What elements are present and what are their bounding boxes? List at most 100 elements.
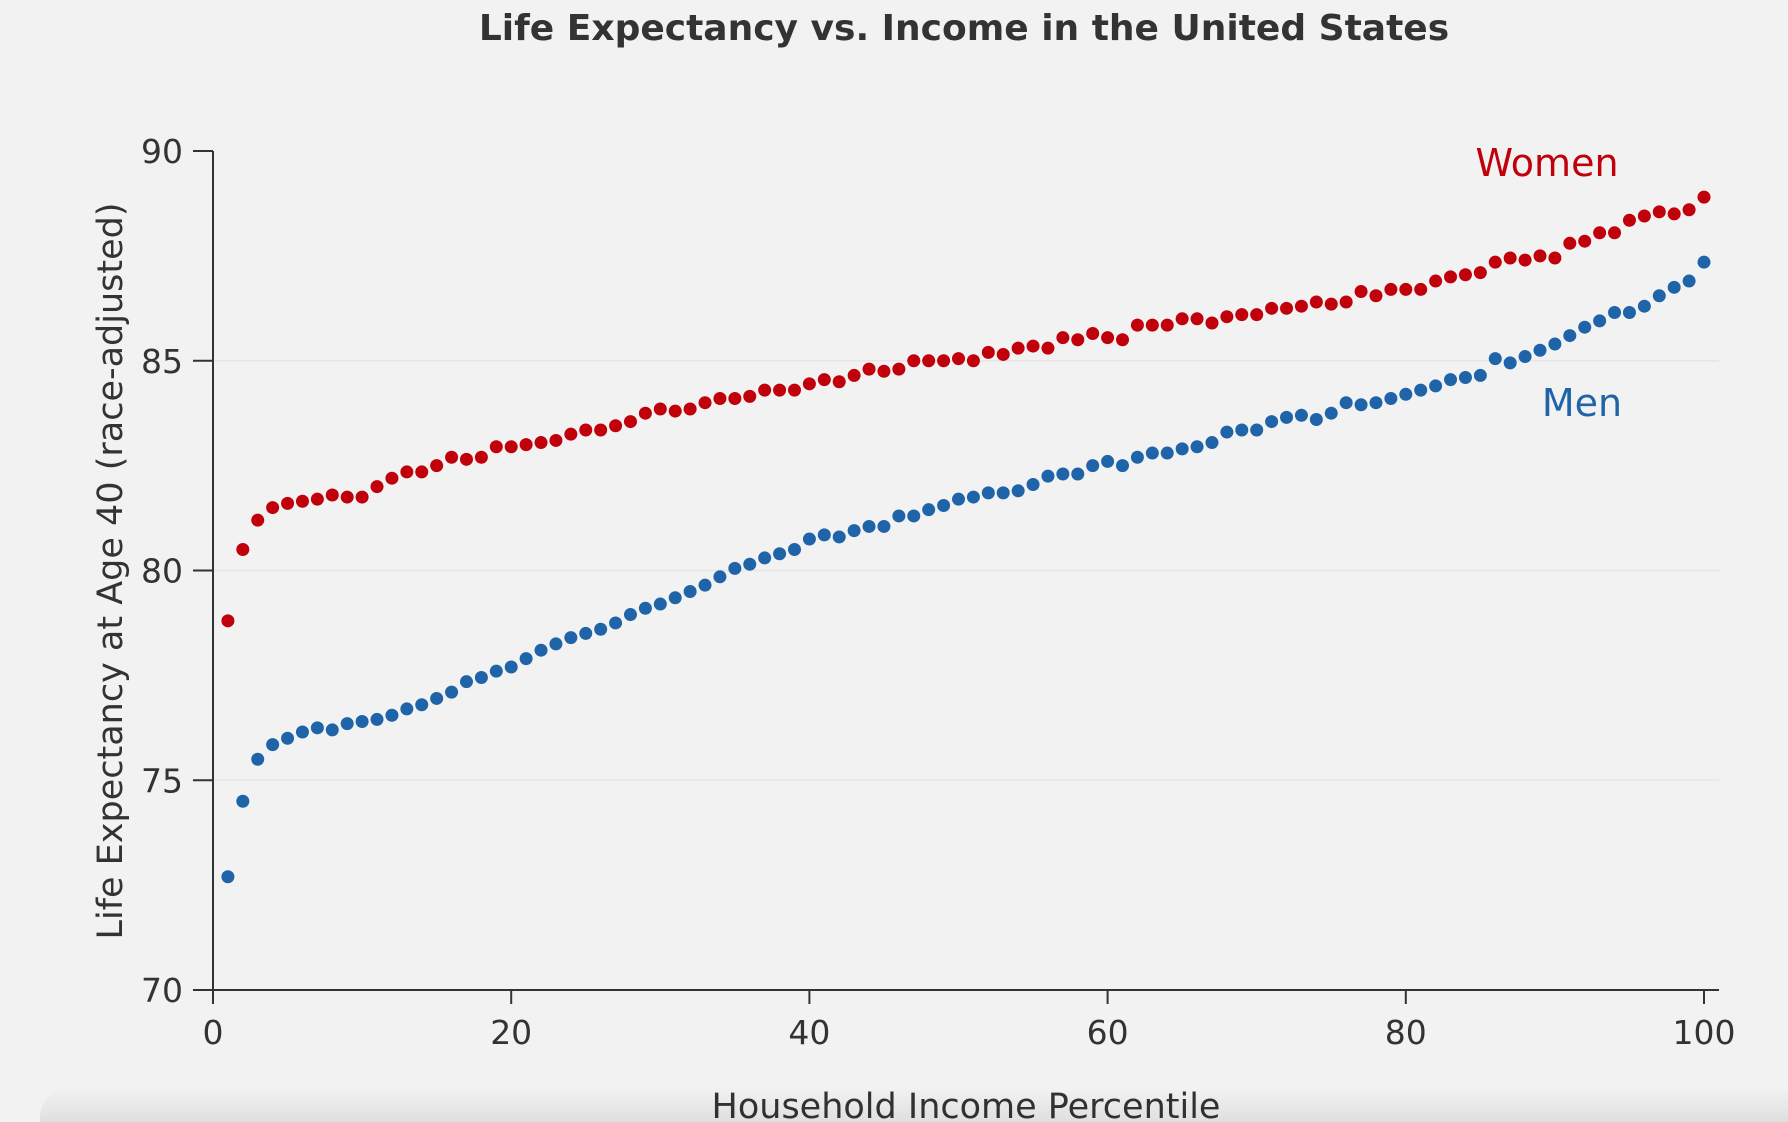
data-point (1265, 301, 1279, 315)
data-point (966, 490, 980, 504)
x-axis-title: Household Income Percentile (712, 1087, 1221, 1122)
data-point (1697, 255, 1711, 269)
data-point (653, 597, 667, 611)
chart-title: Life Expectancy vs. Income in the United… (479, 8, 1449, 49)
data-point (877, 519, 891, 533)
data-point (1235, 423, 1249, 437)
data-point (295, 725, 309, 739)
data-point (847, 368, 861, 382)
data-point (504, 660, 518, 674)
data-point (713, 570, 727, 584)
data-point (892, 362, 906, 376)
data-point (266, 738, 280, 752)
data-point (1414, 383, 1428, 397)
data-point (430, 459, 444, 473)
data-point (1354, 285, 1368, 299)
data-point (1384, 282, 1398, 296)
data-point (594, 622, 608, 636)
data-point (1488, 255, 1502, 269)
data-point (549, 637, 563, 651)
data-point (415, 465, 429, 479)
data-point (847, 524, 861, 538)
data-point (1130, 450, 1144, 464)
data-point (638, 406, 652, 420)
data-point (609, 616, 623, 630)
data-point (1354, 398, 1368, 412)
data-point (1533, 249, 1547, 263)
data-point (310, 721, 324, 735)
x-tick-label: 20 (490, 1013, 532, 1052)
data-point (1458, 371, 1472, 385)
data-point (937, 498, 951, 512)
data-point (1608, 226, 1622, 240)
data-point (698, 396, 712, 410)
data-point (1503, 356, 1517, 370)
data-point (1026, 339, 1040, 353)
data-point (1145, 318, 1159, 332)
data-point (340, 490, 354, 504)
data-point (981, 486, 995, 500)
series-label-men: Men (1542, 381, 1622, 425)
data-point (1160, 318, 1174, 332)
data-point (1399, 387, 1413, 401)
data-point (594, 423, 608, 437)
data-point (773, 383, 787, 397)
data-point (1280, 410, 1294, 424)
data-point (1652, 205, 1666, 219)
data-point (773, 547, 787, 561)
data-point (1414, 282, 1428, 296)
data-point (564, 427, 578, 441)
data-point (832, 530, 846, 544)
x-tick-label: 40 (788, 1013, 830, 1052)
data-point (1608, 306, 1622, 320)
series-label-women: Women (1475, 141, 1618, 185)
data-point (1563, 329, 1577, 343)
data-point (519, 438, 533, 452)
data-point (892, 509, 906, 523)
data-point (1458, 268, 1472, 282)
data-point (653, 402, 667, 416)
data-point (1637, 299, 1651, 313)
data-point (1637, 209, 1651, 223)
data-point (728, 392, 742, 406)
data-point (832, 375, 846, 389)
data-point (430, 691, 444, 705)
data-point (862, 362, 876, 376)
data-point (325, 723, 339, 737)
data-point (1175, 312, 1189, 326)
data-point (564, 631, 578, 645)
data-point (1205, 436, 1219, 450)
data-point (907, 509, 921, 523)
data-point (1250, 423, 1264, 437)
series-women (221, 190, 1711, 628)
data-point (549, 433, 563, 447)
data-point (340, 717, 354, 731)
data-point (787, 383, 801, 397)
axes: 70 75 80 85 90 0 20 40 60 80 100 (141, 132, 1736, 1052)
data-point (1220, 425, 1234, 439)
data-point (817, 528, 831, 542)
data-point (504, 440, 518, 454)
data-point (1369, 396, 1383, 410)
data-point (1265, 415, 1279, 429)
data-point (1190, 440, 1204, 454)
data-point (1667, 207, 1681, 221)
data-point (310, 492, 324, 506)
data-point (295, 494, 309, 508)
y-tick-label: 80 (141, 552, 183, 591)
data-point (415, 698, 429, 712)
data-point (1116, 459, 1130, 473)
data-point (370, 480, 384, 494)
data-point (385, 471, 399, 485)
data-point (1473, 266, 1487, 280)
data-point (668, 591, 682, 605)
data-point (474, 670, 488, 684)
data-point (400, 465, 414, 479)
data-point (445, 685, 459, 699)
data-point (802, 377, 816, 391)
data-point (1384, 392, 1398, 406)
data-point (713, 392, 727, 406)
data-point (1101, 331, 1115, 345)
data-point (459, 452, 473, 466)
data-point (609, 419, 623, 433)
